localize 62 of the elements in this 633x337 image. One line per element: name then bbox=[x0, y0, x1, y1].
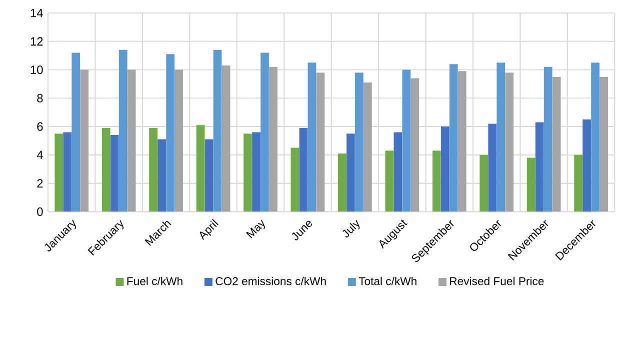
bar bbox=[244, 134, 252, 212]
bar bbox=[54, 134, 64, 212]
x-tick-label: July bbox=[342, 220, 360, 238]
bar bbox=[544, 66, 552, 212]
bar bbox=[63, 132, 72, 212]
bar bbox=[72, 52, 80, 212]
bar bbox=[290, 148, 300, 212]
bar bbox=[496, 62, 506, 212]
bar bbox=[118, 50, 128, 212]
bar bbox=[505, 72, 514, 212]
bar bbox=[80, 70, 89, 212]
bar bbox=[316, 72, 325, 212]
bar bbox=[158, 139, 166, 212]
bar bbox=[402, 70, 411, 212]
x-tick-label: May bbox=[246, 220, 265, 238]
bar bbox=[110, 135, 119, 212]
bar bbox=[204, 139, 214, 212]
bar bbox=[458, 71, 466, 212]
bar bbox=[102, 128, 110, 212]
bar bbox=[174, 70, 183, 212]
bar bbox=[582, 119, 591, 212]
bar bbox=[346, 134, 355, 212]
bar bbox=[127, 70, 136, 212]
bar bbox=[338, 153, 346, 212]
legend-label: Revised Fuel Price bbox=[450, 276, 544, 286]
bar bbox=[269, 66, 278, 212]
bar bbox=[552, 76, 561, 212]
bar bbox=[394, 132, 402, 212]
bar bbox=[480, 154, 488, 212]
y-tick-label: 6 bbox=[37, 122, 43, 131]
bar bbox=[385, 150, 394, 212]
bar bbox=[299, 128, 308, 212]
bar bbox=[449, 64, 458, 212]
legend-label: Total c/kWh bbox=[358, 276, 416, 286]
bar bbox=[526, 158, 536, 212]
bar bbox=[591, 62, 600, 212]
y-tick-label: 8 bbox=[37, 94, 43, 102]
bar bbox=[535, 122, 544, 212]
bar bbox=[574, 154, 582, 212]
bar bbox=[600, 76, 608, 212]
bar bbox=[308, 62, 316, 212]
bar bbox=[222, 66, 230, 212]
bar bbox=[410, 78, 420, 212]
y-tick-label: 0 bbox=[37, 207, 43, 216]
bar bbox=[149, 128, 158, 212]
legend-label: CO2 emissions c/kWh bbox=[216, 276, 326, 286]
bar bbox=[260, 52, 269, 212]
y-tick-label: 12 bbox=[30, 37, 43, 46]
y-tick-label: 10 bbox=[30, 66, 43, 74]
legend-label: Fuel c/kWh bbox=[127, 276, 182, 286]
bar bbox=[355, 72, 364, 212]
bar bbox=[196, 125, 205, 212]
bar bbox=[166, 54, 174, 212]
bar bbox=[488, 124, 497, 212]
bar bbox=[364, 82, 372, 212]
y-tick-label: 4 bbox=[36, 150, 43, 160]
y-tick-label: 2 bbox=[37, 179, 43, 188]
bar bbox=[440, 126, 450, 212]
bar bbox=[432, 150, 441, 212]
bar bbox=[213, 50, 222, 212]
y-tick-label: 14 bbox=[30, 8, 43, 18]
bar bbox=[252, 132, 260, 212]
